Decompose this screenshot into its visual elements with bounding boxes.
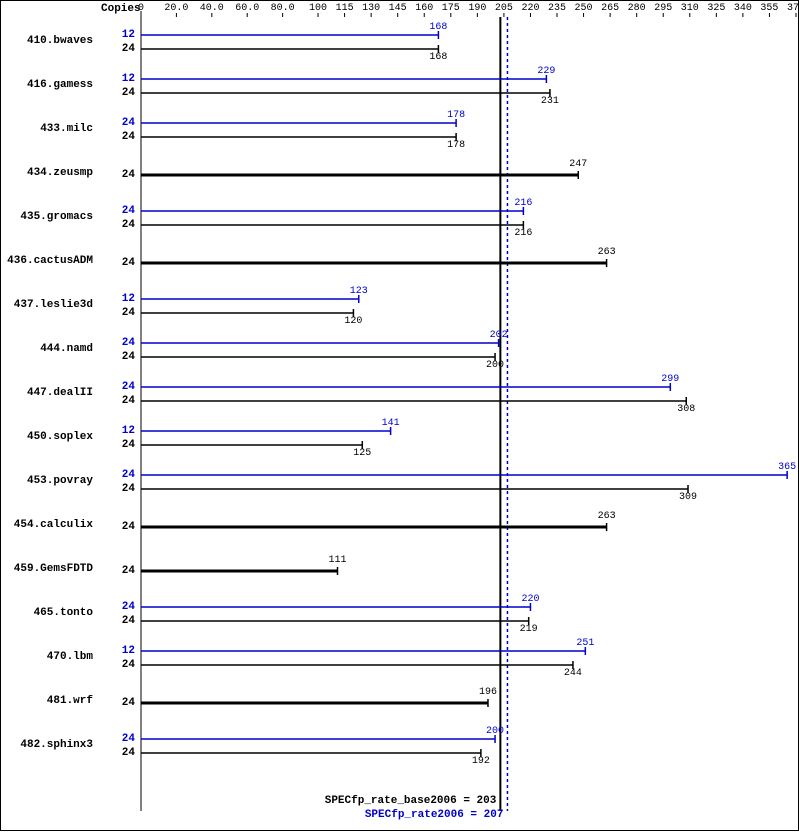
copies-value: 24 (45, 521, 135, 533)
copies-value-peak: 12 (45, 425, 135, 437)
bar-value-peak: 200 (486, 726, 504, 737)
copies-value: 24 (45, 565, 135, 577)
copies-value-peak: 24 (45, 117, 135, 129)
copies-value-peak: 12 (45, 293, 135, 305)
copies-value: 24 (45, 257, 135, 269)
copies-value-peak: 24 (45, 733, 135, 745)
x-tick-label: 100 (309, 3, 327, 14)
bar-value-peak: 123 (350, 286, 368, 297)
reference-label: SPECfp_rate2006 = 207 (307, 809, 503, 821)
copies-value-base: 24 (45, 43, 135, 55)
bar-value-peak: 251 (576, 638, 594, 649)
x-tick-label: 325 (707, 3, 725, 14)
x-tick-label: 20.0 (164, 3, 188, 14)
bar-value: 111 (328, 555, 346, 566)
copies-header: Copies (101, 3, 141, 15)
bar-value-base: 168 (429, 52, 447, 63)
x-tick-label: 160 (415, 3, 433, 14)
bar-value-peak: 365 (778, 462, 796, 473)
x-tick-label: 250 (575, 3, 593, 14)
copies-value-peak: 24 (45, 205, 135, 217)
x-tick-label: 190 (468, 3, 486, 14)
copies-value-base: 24 (45, 307, 135, 319)
spec-chart: 020.040.060.080.010011513014516017519020… (0, 0, 799, 831)
x-tick-label: 295 (654, 3, 672, 14)
x-tick-label: 60.0 (235, 3, 259, 14)
copies-value: 24 (45, 697, 135, 709)
x-tick-label: 265 (601, 3, 619, 14)
bar-value-base: 219 (520, 624, 538, 635)
x-tick-label: 205 (495, 3, 513, 14)
x-tick-label: 355 (760, 3, 778, 14)
x-tick-label: 130 (362, 3, 380, 14)
x-tick-label: 370 (787, 3, 799, 14)
bar-value-base: 192 (472, 756, 490, 767)
copies-value-peak: 24 (45, 469, 135, 481)
x-tick-label: 340 (734, 3, 752, 14)
bar-value-base: 178 (447, 140, 465, 151)
x-tick-label: 145 (389, 3, 407, 14)
x-tick-label: 115 (336, 3, 354, 14)
x-tick-label: 175 (442, 3, 460, 14)
copies-value-base: 24 (45, 747, 135, 759)
bar-value-peak: 216 (514, 198, 532, 209)
bar-value-peak: 229 (537, 66, 555, 77)
x-tick-label: 80.0 (271, 3, 295, 14)
bar-value: 196 (479, 687, 497, 698)
bar-value-base: 244 (564, 668, 582, 679)
copies-value-peak: 12 (45, 29, 135, 41)
bar-value: 247 (569, 159, 587, 170)
bar-value-base: 125 (353, 448, 371, 459)
bar-value: 263 (598, 247, 616, 258)
copies-value-base: 24 (45, 87, 135, 99)
bar-value-peak: 299 (661, 374, 679, 385)
copies-value-base: 24 (45, 395, 135, 407)
copies-value-base: 24 (45, 483, 135, 495)
bar-value-base: 231 (541, 96, 559, 107)
copies-value-peak: 24 (45, 601, 135, 613)
bar-value-peak: 220 (521, 594, 539, 605)
bar-value-base: 216 (514, 228, 532, 239)
bar-value-peak: 168 (429, 22, 447, 33)
bar-value-peak: 178 (447, 110, 465, 121)
copies-value-peak: 24 (45, 381, 135, 393)
copies-value: 24 (45, 169, 135, 181)
x-tick-label: 40.0 (200, 3, 224, 14)
x-tick-label: 310 (681, 3, 699, 14)
bar-value-base: 308 (677, 404, 695, 415)
copies-value-peak: 12 (45, 645, 135, 657)
copies-value-base: 24 (45, 659, 135, 671)
bar-value: 263 (598, 511, 616, 522)
copies-value-base: 24 (45, 219, 135, 231)
copies-value-base: 24 (45, 439, 135, 451)
copies-value-base: 24 (45, 351, 135, 363)
x-tick-label: 235 (548, 3, 566, 14)
bar-value-peak: 141 (382, 418, 400, 429)
copies-value-peak: 24 (45, 337, 135, 349)
bar-value-peak: 202 (490, 330, 508, 341)
bar-value-base: 120 (344, 316, 362, 327)
copies-value-base: 24 (45, 131, 135, 143)
x-tick-label: 280 (628, 3, 646, 14)
copies-value-base: 24 (45, 615, 135, 627)
copies-value-peak: 12 (45, 73, 135, 85)
bar-value-base: 200 (486, 360, 504, 371)
reference-label: SPECfp_rate_base2006 = 203 (300, 795, 496, 807)
x-tick-label: 220 (521, 3, 539, 14)
bar-value-base: 309 (679, 492, 697, 503)
